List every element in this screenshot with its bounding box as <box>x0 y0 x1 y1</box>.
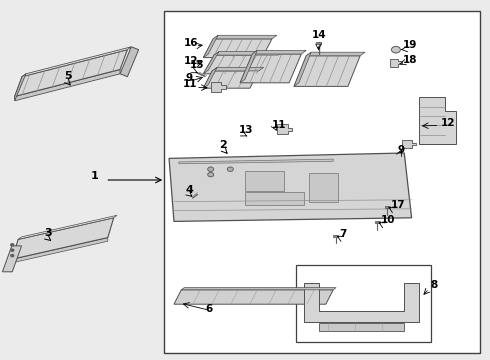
Polygon shape <box>304 283 419 322</box>
Polygon shape <box>2 246 22 272</box>
Text: 3: 3 <box>44 228 52 238</box>
Text: 11: 11 <box>183 80 198 90</box>
Text: 1: 1 <box>91 171 99 181</box>
Polygon shape <box>203 55 278 74</box>
Polygon shape <box>15 69 120 101</box>
Bar <box>245 171 284 191</box>
Polygon shape <box>203 67 217 88</box>
Polygon shape <box>277 125 292 134</box>
Text: 8: 8 <box>430 280 438 290</box>
Polygon shape <box>22 47 131 77</box>
Text: 10: 10 <box>381 215 396 225</box>
Text: 12: 12 <box>441 118 456 128</box>
Polygon shape <box>203 71 259 88</box>
Text: 18: 18 <box>403 55 417 65</box>
Polygon shape <box>212 67 264 71</box>
Circle shape <box>11 244 14 246</box>
Bar <box>318 323 404 331</box>
Text: 2: 2 <box>220 140 227 150</box>
Polygon shape <box>12 218 114 259</box>
Polygon shape <box>169 153 412 221</box>
Polygon shape <box>203 51 219 74</box>
Text: 11: 11 <box>272 120 287 130</box>
Polygon shape <box>15 74 26 101</box>
Bar <box>309 173 338 202</box>
Polygon shape <box>402 140 416 148</box>
Bar <box>245 192 304 205</box>
Polygon shape <box>419 97 456 144</box>
Text: 13: 13 <box>239 125 254 135</box>
Polygon shape <box>120 47 139 77</box>
Text: 12: 12 <box>184 56 198 66</box>
Polygon shape <box>179 159 333 164</box>
Polygon shape <box>252 50 306 54</box>
Text: 6: 6 <box>206 305 213 315</box>
Text: 14: 14 <box>312 30 326 40</box>
Bar <box>333 235 338 237</box>
Circle shape <box>227 167 233 171</box>
Polygon shape <box>240 54 301 83</box>
Text: 16: 16 <box>184 38 198 48</box>
Circle shape <box>208 167 214 171</box>
Polygon shape <box>203 35 218 58</box>
Circle shape <box>11 255 14 257</box>
Polygon shape <box>174 290 333 304</box>
Text: 9: 9 <box>398 145 405 155</box>
Polygon shape <box>306 52 365 56</box>
Circle shape <box>11 249 14 251</box>
Polygon shape <box>211 82 226 92</box>
Bar <box>296 265 431 342</box>
Polygon shape <box>15 50 127 96</box>
Circle shape <box>392 46 400 53</box>
Polygon shape <box>294 56 360 86</box>
Polygon shape <box>12 238 108 263</box>
Polygon shape <box>240 50 257 83</box>
Polygon shape <box>203 39 272 58</box>
Bar <box>375 221 380 223</box>
Polygon shape <box>214 51 283 55</box>
Polygon shape <box>294 52 311 86</box>
Text: 5: 5 <box>64 71 72 81</box>
Text: 17: 17 <box>391 200 406 210</box>
Circle shape <box>208 172 214 177</box>
Text: 19: 19 <box>403 40 417 50</box>
Polygon shape <box>213 35 277 39</box>
Polygon shape <box>181 288 336 290</box>
Text: 7: 7 <box>340 229 347 239</box>
Text: 4: 4 <box>185 185 193 195</box>
Text: 9: 9 <box>185 73 193 83</box>
Bar <box>316 42 321 44</box>
Polygon shape <box>390 59 402 67</box>
Bar <box>164 11 480 353</box>
Polygon shape <box>18 215 117 239</box>
Bar <box>385 206 390 208</box>
Text: 15: 15 <box>190 60 205 71</box>
